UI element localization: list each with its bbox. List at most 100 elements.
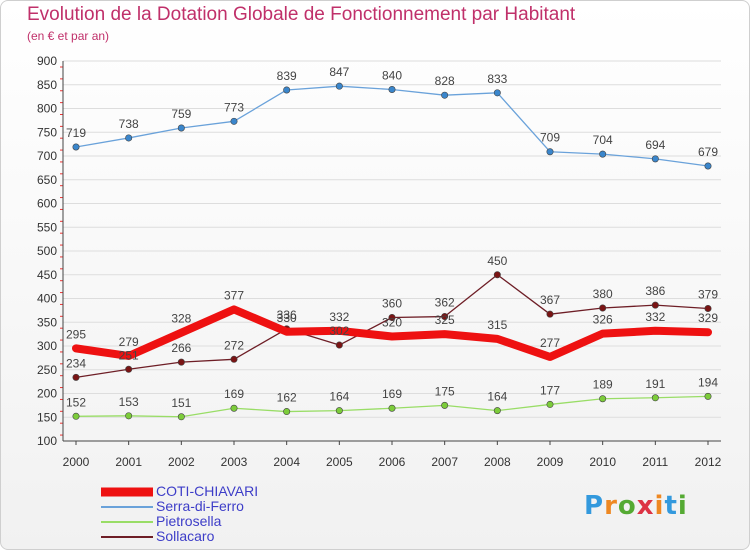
point-pietrosella xyxy=(388,404,396,412)
y-tick-label: 800 xyxy=(37,102,57,116)
data-label-serra-di-ferro: 709 xyxy=(540,131,560,145)
y-tick-label: 450 xyxy=(37,268,57,282)
legend-swatch xyxy=(101,520,153,523)
y-tick-label: 700 xyxy=(37,149,57,163)
data-label-serra-di-ferro: 694 xyxy=(645,138,665,152)
point-sollacaro xyxy=(493,271,501,279)
point-serra-di-ferro xyxy=(125,134,133,142)
data-label-pietrosella: 162 xyxy=(277,391,297,405)
data-label-serra-di-ferro: 719 xyxy=(66,126,86,140)
point-serra-di-ferro xyxy=(335,82,343,90)
point-pietrosella xyxy=(72,412,80,420)
data-label-pietrosella: 164 xyxy=(487,390,507,404)
data-label-coti-chiavari: 377 xyxy=(224,288,244,302)
data-label-sollacaro: 367 xyxy=(540,293,560,307)
data-label-sollacaro: 362 xyxy=(435,296,455,310)
data-label-pietrosella: 191 xyxy=(645,377,665,391)
x-tick-label: 2003 xyxy=(221,455,248,469)
data-label-sollacaro: 450 xyxy=(487,254,507,268)
logo-letter: r xyxy=(604,491,618,521)
logo-letter: P xyxy=(584,491,605,521)
legend-label: COTI-CHIAVARI xyxy=(156,483,259,499)
x-tick-label: 2012 xyxy=(695,455,722,469)
data-label-serra-di-ferro: 847 xyxy=(329,65,349,79)
data-label-pietrosella: 177 xyxy=(540,383,560,397)
point-sollacaro xyxy=(546,310,554,318)
data-label-sollacaro: 336 xyxy=(277,308,297,322)
point-serra-di-ferro xyxy=(177,124,185,132)
point-pietrosella xyxy=(546,400,554,408)
y-tick-label: 500 xyxy=(37,244,57,258)
point-serra-di-ferro xyxy=(546,148,554,156)
legend-swatch xyxy=(101,535,153,538)
point-sollacaro xyxy=(388,313,396,321)
y-tick-label: 650 xyxy=(37,173,57,187)
point-pietrosella xyxy=(125,412,133,420)
data-label-sollacaro: 379 xyxy=(698,287,718,301)
data-label-coti-chiavari: 329 xyxy=(698,311,718,325)
data-label-coti-chiavari: 320 xyxy=(382,316,402,330)
data-label-serra-di-ferro: 773 xyxy=(224,100,244,114)
logo-letter: o xyxy=(617,491,637,521)
logo-letter: t xyxy=(664,491,678,521)
legend-label: Serra-di-Ferro xyxy=(156,498,244,514)
point-sollacaro xyxy=(125,365,133,373)
y-tick-label: 750 xyxy=(37,125,57,139)
y-tick-label: 400 xyxy=(37,292,57,306)
point-pietrosella xyxy=(230,404,238,412)
point-sollacaro xyxy=(230,355,238,363)
point-sollacaro xyxy=(599,304,607,312)
point-serra-di-ferro xyxy=(72,143,80,151)
x-tick-label: 2007 xyxy=(431,455,458,469)
axes: 100 150 200 250 300 350 400 450 500 550 600 650 700 7… xyxy=(37,54,722,469)
data-label-serra-di-ferro: 833 xyxy=(487,72,507,86)
data-label-serra-di-ferro: 759 xyxy=(171,107,191,121)
data-label-coti-chiavari: 330 xyxy=(277,311,297,325)
y-tick-label: 850 xyxy=(37,78,57,92)
legend-label: Pietrosella xyxy=(156,513,222,529)
data-label-pietrosella: 151 xyxy=(171,396,191,410)
y-tick-label: 150 xyxy=(37,410,57,424)
data-label-serra-di-ferro: 704 xyxy=(593,133,613,147)
point-pietrosella xyxy=(283,408,291,416)
legend-swatch xyxy=(101,505,153,508)
data-label-serra-di-ferro: 738 xyxy=(119,117,139,131)
point-serra-di-ferro xyxy=(599,150,607,158)
legend-label: Sollacaro xyxy=(156,528,215,544)
point-serra-di-ferro xyxy=(493,89,501,97)
x-tick-label: 2006 xyxy=(379,455,406,469)
data-label-pietrosella: 164 xyxy=(329,390,349,404)
chart-title: Evolution de la Dotation Globale de Fonc… xyxy=(27,4,576,25)
x-tick-label: 2008 xyxy=(484,455,511,469)
point-sollacaro xyxy=(441,313,449,321)
point-pietrosella xyxy=(177,413,185,421)
data-label-sollacaro: 360 xyxy=(382,297,402,311)
y-tick-label: 100 xyxy=(37,434,57,448)
point-pietrosella xyxy=(704,392,712,400)
data-label-sollacaro: 272 xyxy=(224,338,244,352)
data-label-coti-chiavari: 295 xyxy=(66,327,86,341)
data-label-pietrosella: 153 xyxy=(119,395,139,409)
y-tick-label: 600 xyxy=(37,197,57,211)
point-pietrosella xyxy=(493,407,501,415)
data-label-serra-di-ferro: 840 xyxy=(382,69,402,83)
x-tick-label: 2001 xyxy=(115,455,142,469)
data-label-coti-chiavari: 328 xyxy=(171,312,191,326)
point-serra-di-ferro xyxy=(704,162,712,170)
y-tick-label: 250 xyxy=(37,363,57,377)
data-label-coti-chiavari: 279 xyxy=(119,335,139,349)
chart-subtitle: (en € et par an) xyxy=(27,29,110,43)
data-label-serra-di-ferro: 828 xyxy=(435,74,455,88)
legend-swatch xyxy=(101,487,153,496)
grid xyxy=(63,60,721,442)
x-tick-label: 2002 xyxy=(168,455,195,469)
x-tick-label: 2009 xyxy=(537,455,564,469)
data-label-sollacaro: 386 xyxy=(645,284,665,298)
data-label-pietrosella: 152 xyxy=(66,395,86,409)
data-labels: 234 251 266 272 336 302 360 362 450 367 380 386 379 1… xyxy=(66,65,718,410)
point-sollacaro xyxy=(651,301,659,309)
data-label-sollacaro: 251 xyxy=(119,348,139,362)
data-label-coti-chiavari: 325 xyxy=(435,313,455,327)
data-label-coti-chiavari: 332 xyxy=(645,310,665,324)
